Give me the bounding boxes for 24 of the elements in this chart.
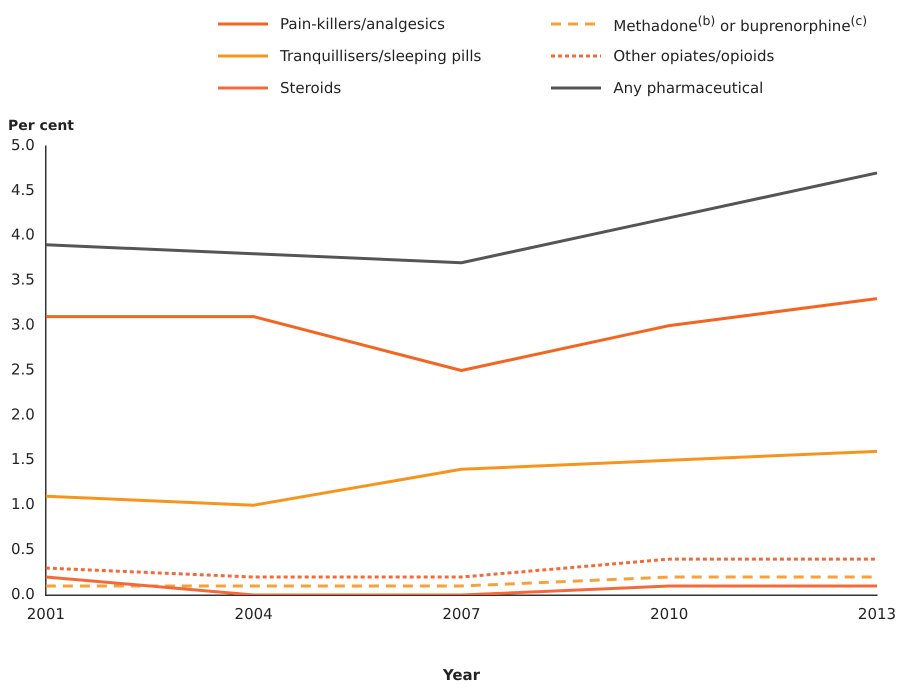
x-tick-label: 2007 (442, 604, 481, 623)
legend-label: Steroids (280, 79, 342, 97)
y-tick-label: 0.0 (10, 584, 35, 603)
legend-label: Tranquillisers/sleeping pills (280, 47, 482, 65)
y-tick-label: 4.0 (10, 226, 35, 244)
y-axis-title: Per cent (8, 118, 75, 134)
x-tick-label: 2013 (858, 604, 896, 623)
legend-label: Pain-killers/analgesics (280, 15, 445, 33)
y-tick-label: 1.0 (10, 495, 35, 514)
y-tick-label: 5.0 (10, 136, 35, 154)
y-tick-label: 3.0 (10, 315, 35, 334)
y-tick-label: 3.5 (10, 270, 35, 289)
legend-label: Other opiates/opioids (613, 47, 774, 65)
legend-label: Methadone$^{(b)}$ or buprenorphine$^{(c)}$ (613, 13, 868, 35)
y-tick-label: 0.5 (10, 540, 35, 558)
y-tick-label: 4.5 (10, 180, 35, 199)
x-tick-label: 2004 (234, 604, 273, 623)
x-axis-title: Year (442, 666, 481, 684)
legend-label: Any pharmaceutical (613, 79, 764, 97)
y-tick-label: 2.5 (10, 360, 35, 378)
x-tick-label: 2001 (26, 604, 65, 623)
x-tick-label: 2010 (650, 604, 688, 623)
y-tick-label: 2.0 (10, 405, 35, 424)
y-tick-label: 1.5 (10, 450, 35, 468)
